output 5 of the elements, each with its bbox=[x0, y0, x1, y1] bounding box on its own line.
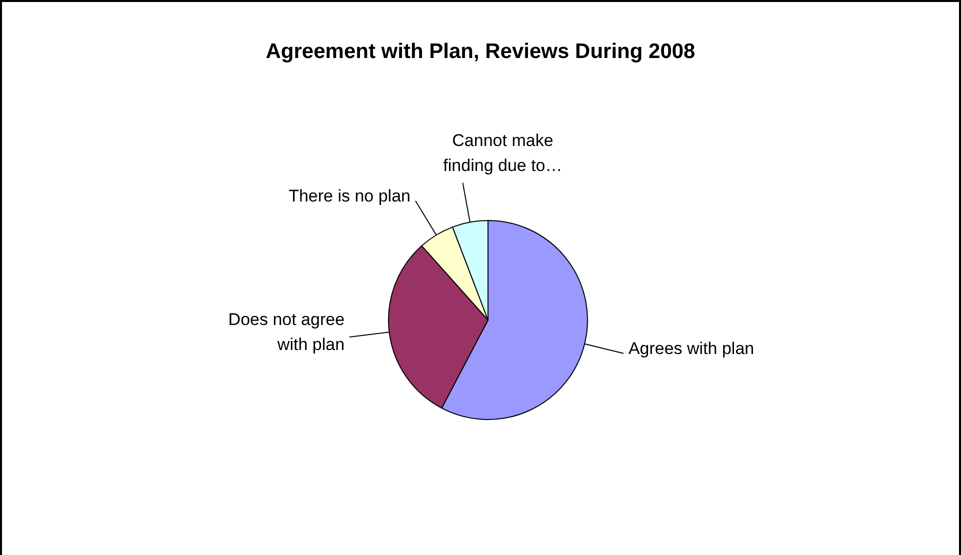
chart-title: Agreement with Plan, Reviews During 2008 bbox=[264, 40, 696, 64]
slice-label: Agrees with plan bbox=[628, 339, 754, 358]
slice-label: Cannot make finding due to… bbox=[443, 130, 562, 175]
slice-label: Does not agree with plan bbox=[228, 310, 345, 354]
slice-label: There is no plan bbox=[288, 186, 410, 206]
